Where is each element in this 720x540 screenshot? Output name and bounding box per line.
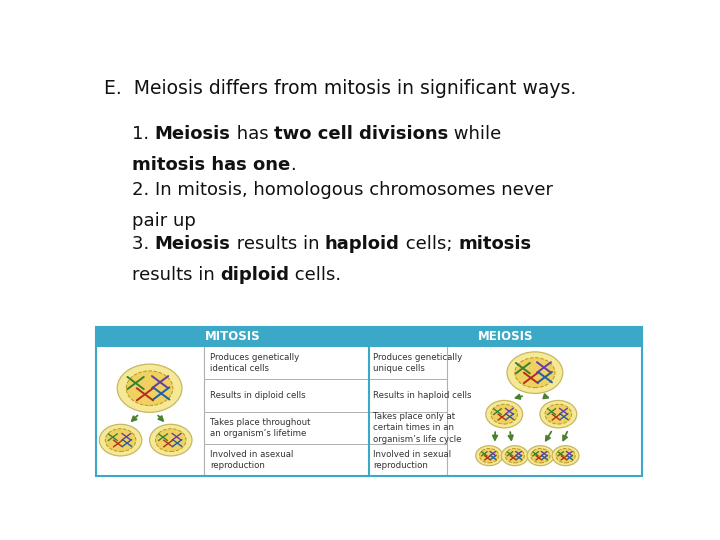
Text: mitosis has one: mitosis has one [132, 156, 290, 174]
Text: Produces genetically
unique cells: Produces genetically unique cells [374, 353, 463, 373]
Circle shape [527, 446, 554, 465]
Text: Takes place throughout
an organism’s lifetime: Takes place throughout an organism’s lif… [210, 417, 311, 438]
Text: while: while [449, 125, 501, 143]
Text: diploid: diploid [220, 266, 289, 285]
Text: Takes place only at
certain times in an
organism’s life cycle: Takes place only at certain times in an … [374, 412, 462, 444]
Bar [96, 347, 642, 476]
Text: Results in haploid cells: Results in haploid cells [374, 391, 472, 400]
Text: has: has [230, 125, 274, 143]
Text: cells.: cells. [289, 266, 341, 285]
Text: .: . [290, 156, 296, 174]
Text: two cell divisions: two cell divisions [274, 125, 449, 143]
Text: Results in diploid cells: Results in diploid cells [210, 391, 306, 400]
Text: Involved in sexual
reproduction: Involved in sexual reproduction [374, 450, 451, 470]
Circle shape [501, 446, 528, 465]
Bar [96, 327, 642, 476]
Text: 3.: 3. [132, 235, 155, 253]
Text: 2. In mitosis, homologous chromosomes never: 2. In mitosis, homologous chromosomes ne… [132, 181, 553, 199]
Text: cells;: cells; [400, 235, 458, 253]
Text: 1.: 1. [132, 125, 155, 143]
Text: haploid: haploid [325, 235, 400, 253]
Circle shape [556, 449, 575, 463]
Circle shape [480, 449, 499, 463]
Circle shape [515, 357, 555, 388]
Circle shape [476, 446, 503, 465]
Text: results in: results in [230, 235, 325, 253]
Circle shape [486, 401, 523, 428]
Bar [96, 327, 369, 347]
Text: MITOSIS: MITOSIS [204, 330, 260, 343]
Circle shape [156, 429, 186, 451]
Circle shape [491, 404, 518, 424]
Circle shape [105, 429, 136, 451]
Text: Meiosis: Meiosis [155, 125, 230, 143]
Circle shape [117, 364, 182, 413]
Circle shape [505, 449, 524, 463]
Circle shape [540, 401, 577, 428]
Text: MEIOSIS: MEIOSIS [478, 330, 534, 343]
Text: mitosis: mitosis [458, 235, 531, 253]
Circle shape [552, 446, 579, 465]
Text: E.  Meiosis differs from mitosis in significant ways.: E. Meiosis differs from mitosis in signi… [104, 79, 576, 98]
Circle shape [531, 449, 550, 463]
Circle shape [545, 404, 572, 424]
Text: pair up: pair up [132, 212, 196, 231]
Circle shape [126, 371, 173, 406]
Circle shape [99, 424, 142, 456]
Bar [369, 327, 642, 347]
Text: results in: results in [132, 266, 220, 285]
Circle shape [150, 424, 192, 456]
Circle shape [507, 352, 563, 394]
Text: Involved in asexual
reproduction: Involved in asexual reproduction [210, 450, 294, 470]
Text: Meiosis: Meiosis [155, 235, 230, 253]
Text: Produces genetically
identical cells: Produces genetically identical cells [210, 353, 300, 373]
